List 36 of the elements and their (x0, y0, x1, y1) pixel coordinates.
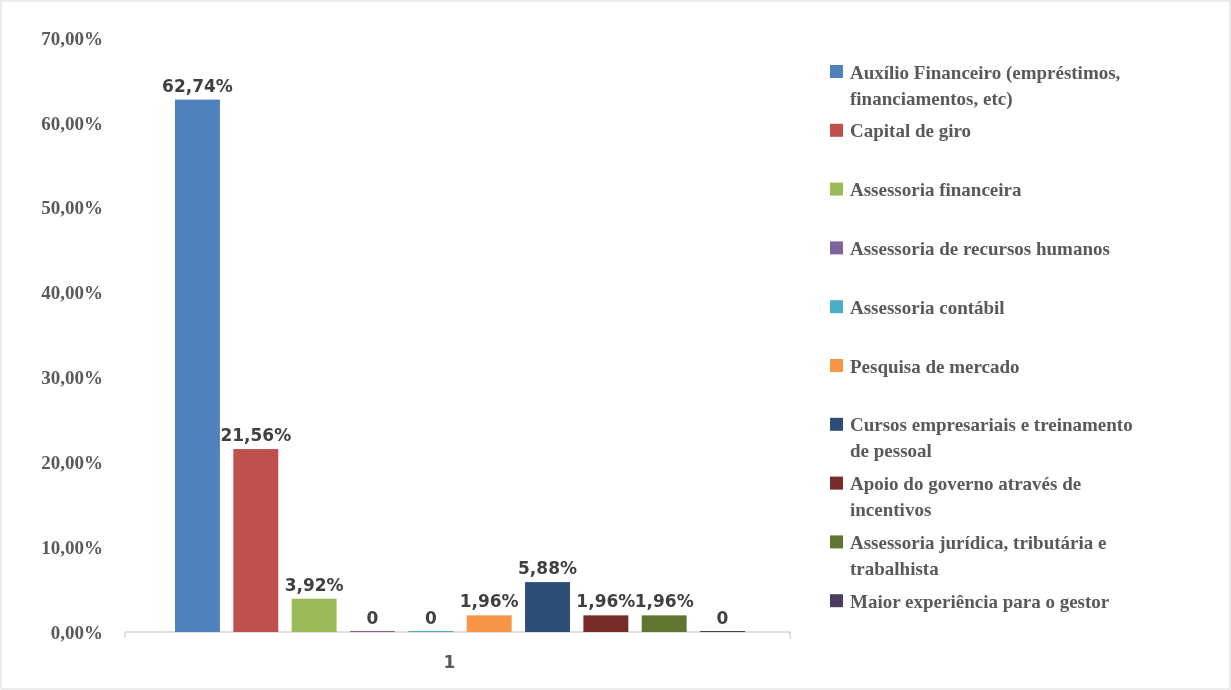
legend-label: Assessoria contábil (850, 296, 1005, 318)
y-tick-label: 20,00% (41, 451, 103, 473)
bar (175, 99, 220, 632)
legend-label: Pesquisa de mercado (850, 355, 1020, 377)
y-tick-label: 10,00% (41, 536, 103, 558)
legend-label: Capital de giro (850, 120, 972, 142)
x-tick-label: 1 (443, 652, 456, 672)
legend-label: Assessoria financeira (850, 179, 1023, 201)
bar (583, 615, 629, 632)
y-tick-label: 30,00% (41, 367, 103, 389)
y-tick-label: 60,00% (41, 112, 103, 134)
bar (466, 615, 512, 632)
bar (291, 598, 337, 632)
legend-label: Maior experiência para o gestor (850, 590, 1110, 612)
data-label: 0 (366, 608, 379, 628)
data-label: 1,96% (459, 591, 519, 612)
legend-label: Cursos empresariais e treinamento de pessoal (850, 414, 1133, 462)
y-tick-label: 0,00% (50, 621, 103, 643)
data-label: 1,96% (634, 591, 694, 612)
data-label: 21,56% (220, 425, 292, 446)
data-label: 0 (716, 608, 729, 628)
legend-label: Assessoria de recursos humanos (850, 238, 1110, 260)
bar (233, 449, 279, 632)
y-tick-label: 50,00% (41, 197, 103, 219)
legend-label: Auxílio Financeiro (empréstimos, financiamentos, etc) (850, 61, 1121, 110)
data-label: 62,74% (162, 75, 233, 96)
legend-label: Assessoria jurídica, tributária e trabalhista (850, 532, 1107, 580)
bar (525, 582, 570, 632)
data-label: 0 (424, 608, 437, 628)
y-tick-label: 40,00% (41, 282, 103, 304)
data-label: 5,88% (518, 558, 578, 579)
data-label: 1,96% (576, 591, 636, 612)
bar (641, 615, 687, 632)
y-tick-label: 70,00% (41, 27, 103, 49)
legend-label: Apoio do governo através de incentivos (850, 473, 1082, 521)
data-label: 3,92% (284, 574, 344, 595)
